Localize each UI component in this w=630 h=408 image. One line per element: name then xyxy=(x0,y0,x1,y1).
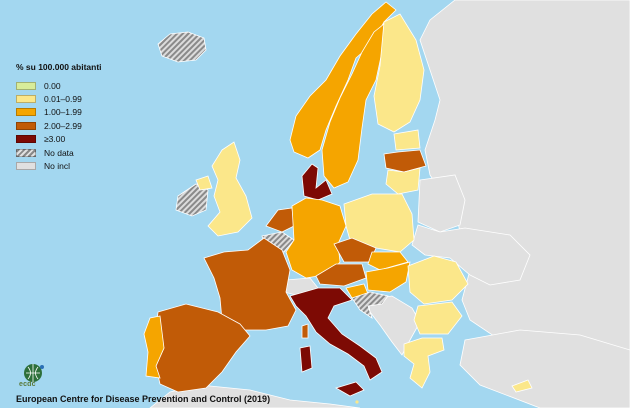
legend-label: 0.00 xyxy=(44,80,61,91)
region-corsica xyxy=(301,323,309,339)
region-ukraine xyxy=(411,224,531,286)
legend-title: % su 100.000 abitanti xyxy=(16,62,102,72)
region-sardinia xyxy=(299,345,313,373)
legend-label: No data xyxy=(44,147,74,158)
region-ireland xyxy=(175,183,209,217)
region-bulgaria xyxy=(413,301,463,335)
ecdc-globe-logo xyxy=(24,364,44,382)
region-germany xyxy=(285,197,347,279)
region-uk xyxy=(207,141,253,237)
legend-label: 1.00–1.99 xyxy=(44,107,82,118)
region-sicily xyxy=(334,381,365,397)
legend-item: No data xyxy=(16,146,102,159)
map-legend: % su 100.000 abitanti 0.00 0.01–0.99 1.0… xyxy=(16,62,102,173)
region-iceland xyxy=(157,31,207,63)
legend-swatch xyxy=(16,162,36,171)
region-denmark xyxy=(301,163,333,201)
region-malta xyxy=(355,400,359,404)
region-northern-ireland xyxy=(195,175,213,191)
ecdc-logo-text: ecdc xyxy=(19,381,36,388)
region-portugal xyxy=(143,315,165,379)
region-austria xyxy=(315,263,367,287)
region-italy xyxy=(289,287,383,381)
legend-swatch xyxy=(16,148,36,157)
region-belarus xyxy=(417,174,466,233)
region-greece xyxy=(403,337,445,389)
region-cyprus xyxy=(511,379,533,393)
legend-label: 0.01–0.99 xyxy=(44,94,82,105)
region-france xyxy=(203,237,297,331)
legend-swatch xyxy=(16,95,36,104)
legend-label: 2.00–2.99 xyxy=(44,120,82,131)
legend-item: 0.00 xyxy=(16,79,102,92)
region-poland xyxy=(343,193,415,253)
region-estonia xyxy=(393,129,421,151)
legend-swatch xyxy=(16,135,36,144)
legend-item: 1.00–1.99 xyxy=(16,106,102,119)
region-sweden xyxy=(321,23,385,189)
legend-item: ≥3.00 xyxy=(16,133,102,146)
legend-swatch xyxy=(16,121,36,130)
legend-swatch xyxy=(16,81,36,90)
legend-item: 0.01–0.99 xyxy=(16,92,102,105)
region-romania xyxy=(407,255,469,305)
legend-swatch xyxy=(16,108,36,117)
region-croatia xyxy=(351,291,389,319)
region-latvia xyxy=(383,149,427,173)
source-caption: European Centre for Disease Prevention a… xyxy=(16,394,271,404)
region-lithuania xyxy=(385,167,421,195)
region-finland xyxy=(373,13,425,133)
region-turkey xyxy=(459,329,630,408)
region-hungary xyxy=(365,261,411,293)
legend-item: 2.00–2.99 xyxy=(16,119,102,132)
legend-label: ≥3.00 xyxy=(44,134,66,145)
legend-item: No incl xyxy=(16,159,102,172)
legend-label: No incl xyxy=(44,161,70,172)
